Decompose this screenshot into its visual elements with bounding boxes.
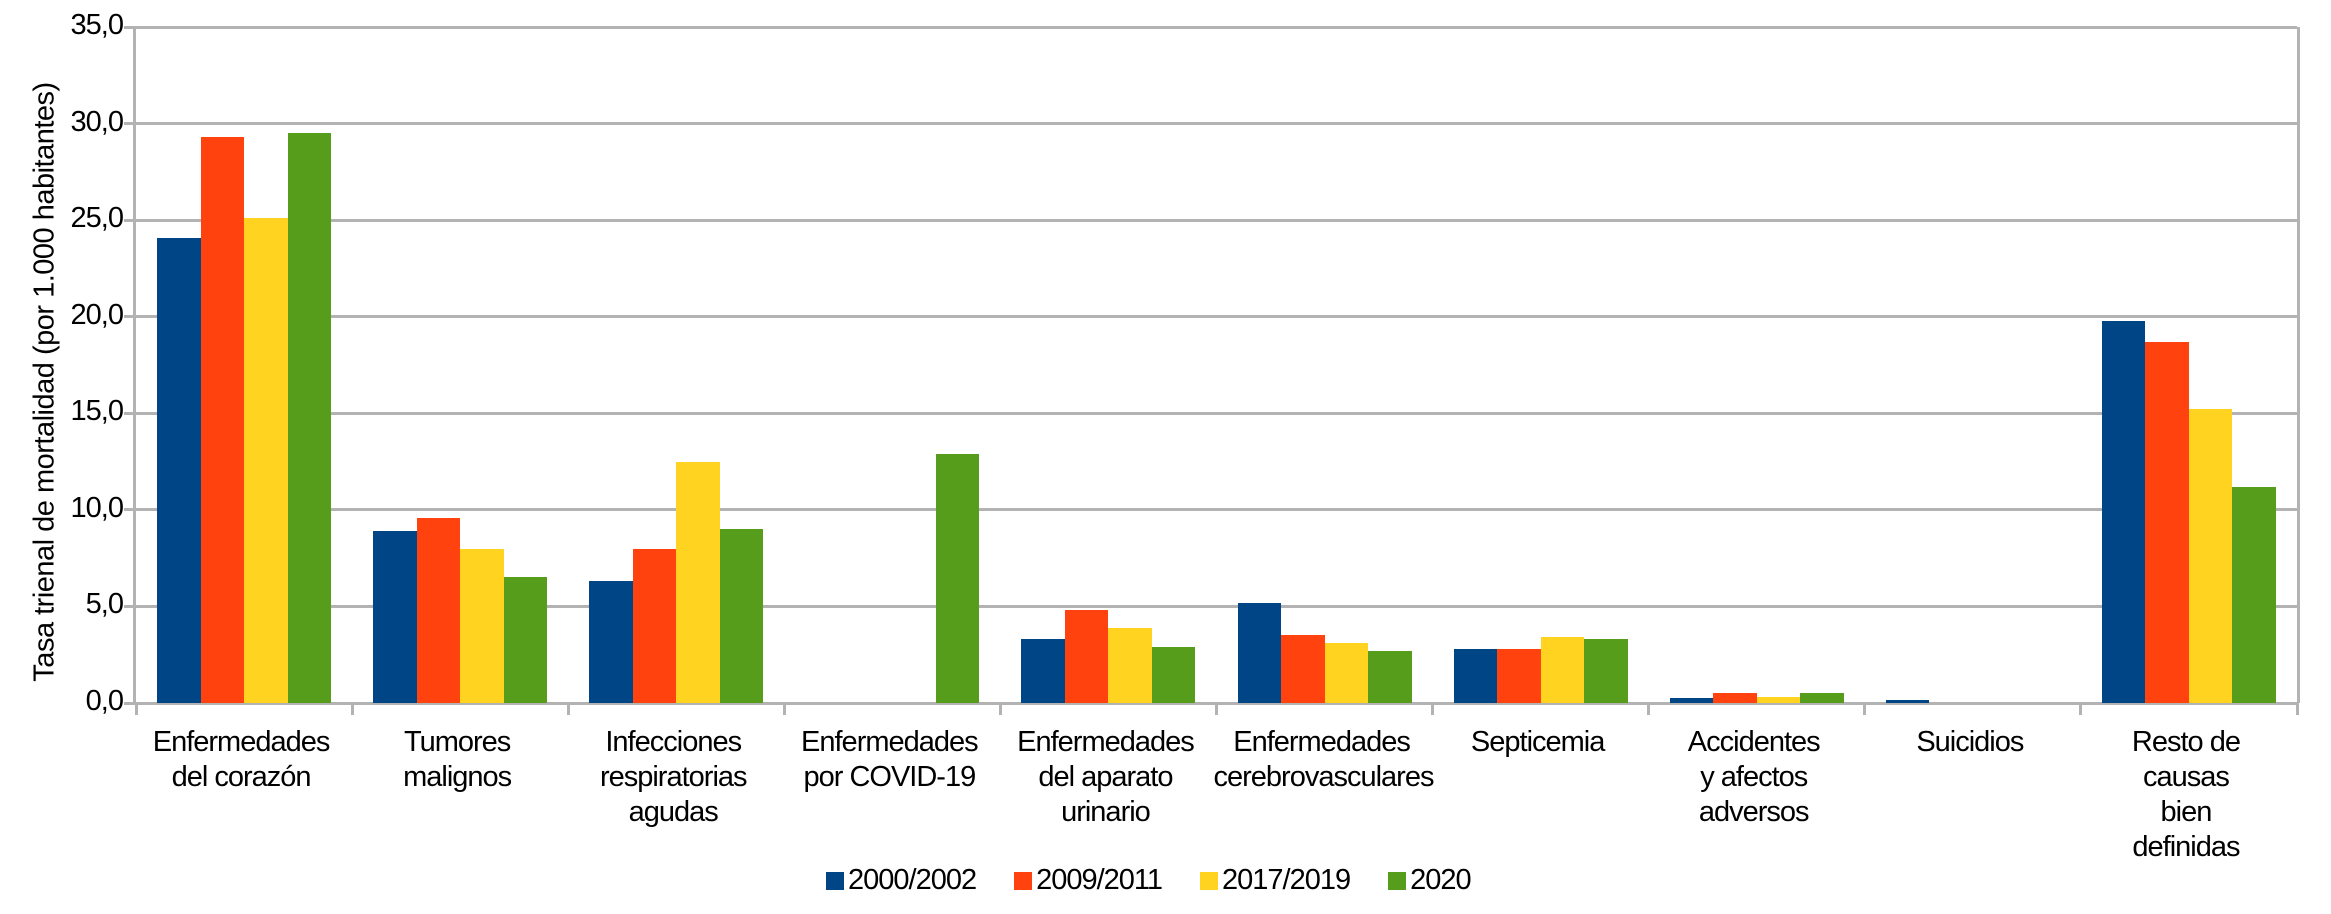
bar [1064, 610, 1109, 703]
legend-swatch-icon [826, 871, 844, 890]
plot-area [124, 25, 2300, 715]
y-tick-label: 25,0 [70, 202, 124, 235]
bar [1885, 700, 1930, 703]
bar [1497, 648, 1541, 703]
y-tick-label: 5,0 [85, 588, 124, 621]
bar [244, 218, 288, 703]
bar [1713, 693, 1757, 703]
bar [1324, 643, 1369, 703]
gridline [124, 218, 2297, 222]
legend-label: 2009/2011 [1036, 864, 1163, 896]
x-category-label: Enfermedades cerebrovasculares [1213, 726, 1435, 793]
legend-item: 2017/2019 [1200, 864, 1351, 897]
legend-swatch-icon [1200, 871, 1219, 890]
x-tick [1431, 703, 1435, 715]
legend-item: 2000/2002 [826, 864, 977, 897]
x-category-label: Resto de causas bien definidas [2131, 726, 2241, 863]
legend-label: 2017/2019 [1222, 864, 1351, 896]
bar [200, 137, 245, 703]
bar [1151, 647, 1196, 703]
y-tick-label: 30,0 [70, 105, 124, 138]
bar [1800, 693, 1844, 703]
x-tick [1215, 703, 1218, 715]
x-category-label: Enfermedades del aparato urinario [1017, 726, 1195, 828]
bar [1281, 635, 1325, 703]
bar [1108, 627, 1152, 703]
x-tick [566, 703, 570, 715]
gridline [124, 604, 2297, 608]
bar [719, 529, 764, 703]
gridline [124, 122, 2297, 126]
x-tick [1647, 703, 1651, 715]
gridline [124, 25, 2297, 29]
bar [373, 531, 417, 703]
bar [935, 453, 980, 703]
x-category-label: Septicemia [1470, 726, 1605, 758]
y-tick-label: 35,0 [70, 9, 124, 41]
bar [157, 237, 201, 703]
x-tick [998, 703, 1002, 715]
legend-swatch-icon [1014, 871, 1033, 890]
bar [287, 133, 332, 703]
x-tick [1863, 703, 1867, 715]
y-tick-label: 20,0 [70, 298, 124, 331]
x-tick [2079, 703, 2083, 715]
y-tick-label: 0,0 [85, 685, 124, 717]
bar [1453, 648, 1498, 703]
x-tick [350, 703, 354, 715]
bar [1368, 650, 1412, 703]
gridline [124, 411, 2297, 415]
legend-item: 2009/2011 [1014, 864, 1163, 897]
x-tick [2295, 703, 2299, 715]
bar [2232, 486, 2276, 703]
y-tick-label: 10,0 [70, 491, 124, 524]
legend-swatch-icon [1388, 871, 1407, 890]
bar [1237, 602, 1282, 703]
gridline [124, 315, 2297, 319]
bar [632, 548, 677, 703]
bar [589, 581, 633, 703]
bar [416, 517, 461, 703]
x-category-label: Enfermedades por COVID-19 [801, 726, 979, 793]
legend-label: 2000/2002 [848, 864, 977, 896]
x-category-label: Tumores malignos [403, 726, 512, 793]
bar [2145, 341, 2189, 703]
bar [460, 548, 504, 703]
bar [1669, 698, 1714, 703]
x-category-label: Accidentes y afectos adversos [1687, 726, 1821, 828]
bar [2101, 320, 2146, 703]
bar [503, 577, 548, 703]
bar [1584, 639, 1628, 703]
bar [2188, 409, 2233, 703]
x-tick [134, 703, 138, 715]
bar [676, 461, 720, 703]
gridline [124, 701, 2297, 705]
x-category-label: Enfermedades del corazón [152, 726, 331, 793]
legend-item: 2020 [1388, 864, 1472, 897]
gridline [124, 508, 2297, 512]
x-category-label: Infecciones respiratorias agudas [599, 726, 748, 828]
x-tick [782, 703, 786, 715]
x-category-label: Suicidios [1916, 726, 2024, 758]
bar [1021, 639, 1065, 703]
bar [1756, 696, 1801, 703]
bar [1540, 637, 1585, 703]
y-tick-label: 15,0 [70, 395, 124, 428]
legend: 2000/2002 2009/2011 2017/2019 2020 [826, 864, 1472, 897]
legend-label: 2020 [1410, 864, 1472, 896]
